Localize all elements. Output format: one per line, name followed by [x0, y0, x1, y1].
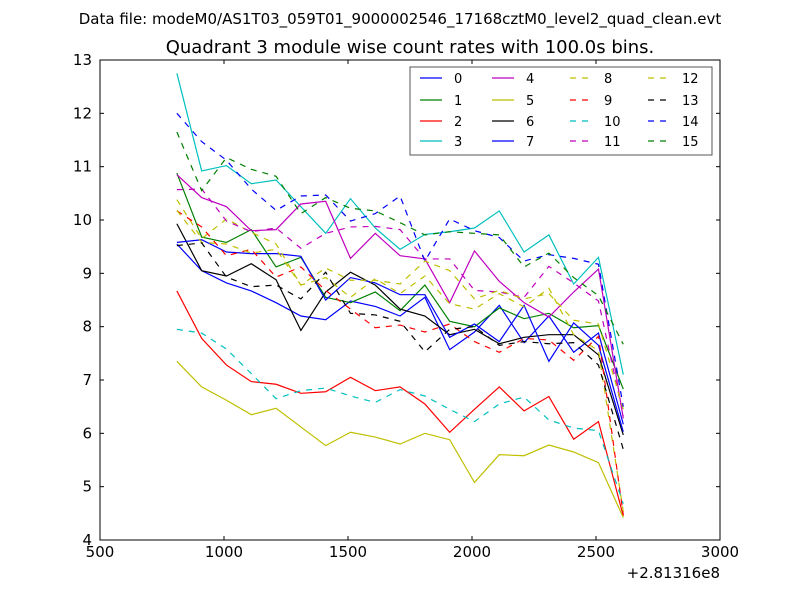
series-line-5 — [176, 360, 624, 518]
series-line-3 — [176, 73, 624, 375]
legend-box — [409, 66, 713, 156]
series-line-1 — [176, 172, 624, 390]
legend-label-13: 13 — [682, 94, 699, 109]
legend-label-3: 3 — [454, 135, 462, 150]
legend-label-5: 5 — [526, 94, 534, 109]
series-line-2 — [176, 290, 624, 517]
x-tick-label: 2000 — [453, 543, 491, 561]
series-line-15 — [176, 131, 624, 345]
y-tick-label: 5 — [82, 478, 92, 496]
x-tick-label: 2500 — [577, 543, 615, 561]
x-tick-label: 3000 — [701, 543, 739, 561]
legend-label-8: 8 — [604, 72, 612, 87]
y-tick-label: 11 — [73, 158, 92, 176]
series-line-13 — [176, 242, 624, 450]
y-tick-label: 13 — [73, 51, 92, 69]
x-tick-label: 500 — [86, 543, 115, 561]
series-line-4 — [176, 174, 624, 419]
y-tick-label: 12 — [73, 104, 92, 122]
series-line-8 — [176, 199, 624, 512]
plot-frame — [99, 59, 721, 541]
legend-label-15: 15 — [682, 135, 699, 150]
legend-label-7: 7 — [526, 135, 534, 150]
y-tick-label: 4 — [82, 531, 92, 549]
y-tick-label: 7 — [82, 371, 92, 389]
suptitle: Data file: modeM0/AS1T03_059T01_90000025… — [79, 10, 722, 29]
legend-label-0: 0 — [454, 72, 462, 87]
legend-label-6: 6 — [526, 115, 534, 130]
legend-label-10: 10 — [604, 115, 621, 130]
legend-label-9: 9 — [604, 94, 612, 109]
x-tick-label: 1000 — [205, 543, 243, 561]
series-line-10 — [176, 328, 624, 504]
series-line-9 — [176, 210, 624, 516]
y-tick-label: 9 — [82, 264, 92, 282]
series-line-12 — [176, 210, 624, 410]
y-tick-label: 8 — [82, 318, 92, 336]
legend-label-12: 12 — [682, 72, 699, 87]
series-line-14 — [176, 112, 624, 407]
x-axis-offset-label: +2.81316e8 — [627, 564, 720, 582]
plot-area — [176, 73, 624, 518]
series-line-0 — [176, 243, 624, 425]
y-tick-label: 10 — [73, 211, 92, 229]
series-line-11 — [176, 188, 624, 416]
legend-label-2: 2 — [454, 115, 462, 130]
legend-label-1: 1 — [454, 94, 462, 109]
legend-label-14: 14 — [682, 115, 699, 130]
y-tick-label: 6 — [82, 424, 92, 442]
legend-label-11: 11 — [604, 135, 621, 150]
series-line-7 — [176, 239, 624, 432]
legend-label-4: 4 — [526, 72, 534, 87]
x-tick-label: 1500 — [329, 543, 367, 561]
series-line-6 — [176, 223, 624, 436]
chart-title: Quadrant 3 module wise count rates with … — [166, 37, 655, 58]
